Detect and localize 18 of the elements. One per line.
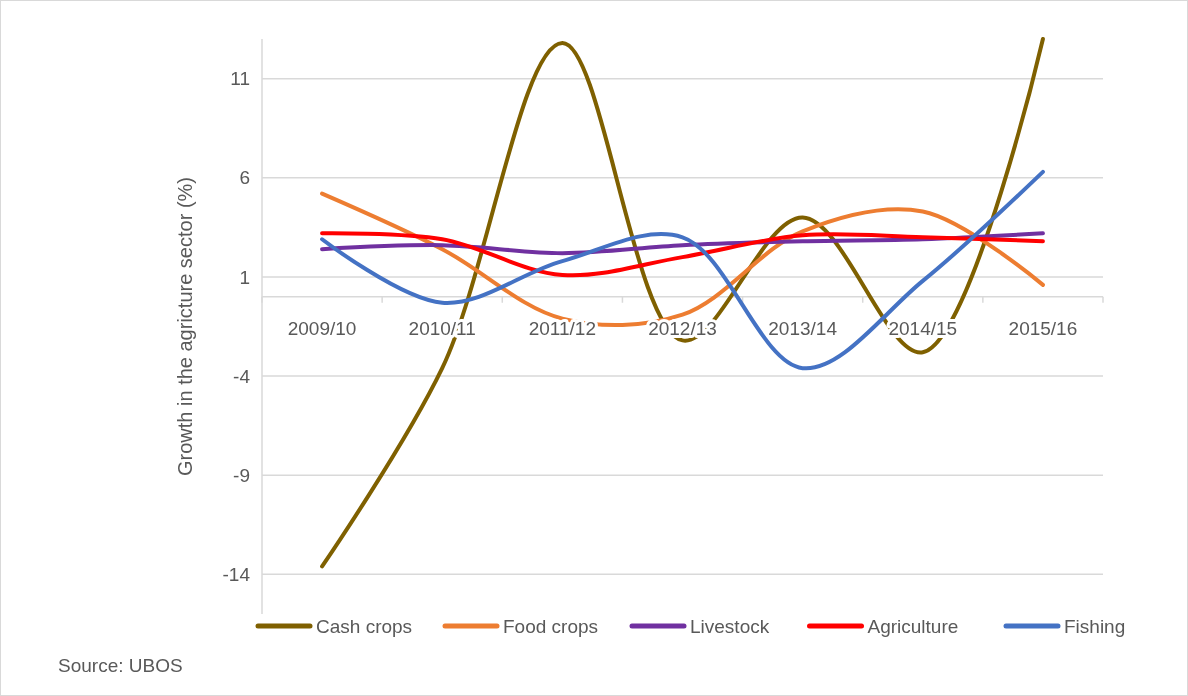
legend-label: Livestock xyxy=(690,615,770,637)
legend-label: Fishing xyxy=(1064,615,1126,637)
x-tick-label: 2009/10 xyxy=(287,317,357,339)
y-tick-label: 1 xyxy=(239,266,250,288)
x-tick-label: 2015/16 xyxy=(1008,317,1078,339)
x-tick-label: 2013/14 xyxy=(768,317,838,339)
legend-label: Cash crops xyxy=(316,615,413,637)
y-tick-label: 6 xyxy=(239,167,250,189)
y-axis-title: Growth in the agricture sector (%) xyxy=(174,177,196,476)
y-tick-label: -4 xyxy=(233,365,251,387)
source-note: Source: UBOS xyxy=(58,655,183,676)
line-series xyxy=(320,231,1045,278)
y-tick-label: -14 xyxy=(222,563,251,585)
legend-label: Agriculture xyxy=(867,615,959,637)
legend-label: Food crops xyxy=(503,615,599,637)
x-tick-label: 2011/12 xyxy=(528,317,596,339)
y-tick-label: -9 xyxy=(233,464,250,486)
y-tick-label: 11 xyxy=(230,68,250,90)
